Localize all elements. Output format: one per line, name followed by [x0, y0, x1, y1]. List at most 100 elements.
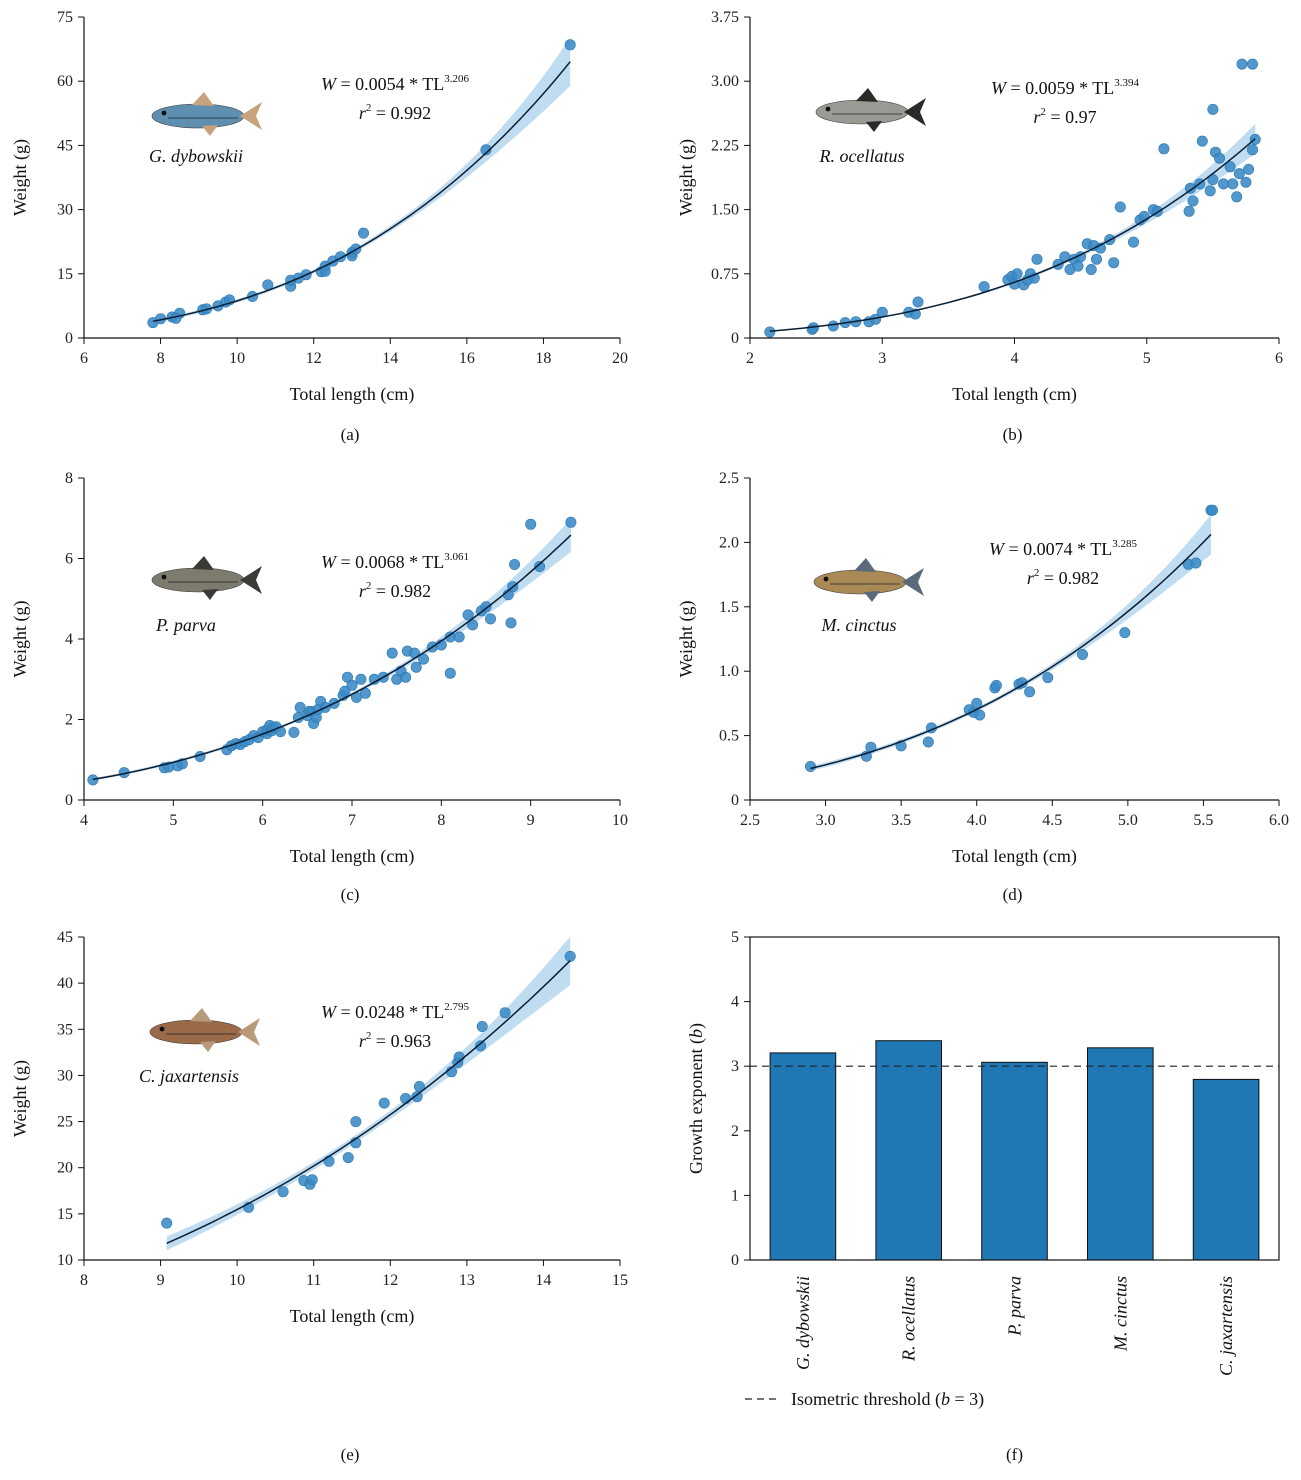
- data-point: [288, 726, 300, 738]
- equation-coefficient: 0.0059: [1025, 78, 1075, 98]
- equation-eq: =: [1006, 78, 1025, 98]
- data-point: [1114, 201, 1126, 213]
- y-axis-title: Weight (g): [676, 139, 697, 216]
- fish-tail: [904, 98, 926, 126]
- equation-coefficient: 0.0068: [355, 552, 405, 572]
- equation-coefficient: 0.0054: [355, 74, 405, 94]
- r-squared-superscript: 2: [1040, 106, 1046, 118]
- y-tick-label: 1: [731, 1187, 739, 1204]
- data-point: [378, 1097, 390, 1109]
- data-point: [974, 709, 986, 721]
- fish-body: [149, 1019, 243, 1045]
- r-squared-value: 0.982: [1059, 568, 1100, 588]
- y-tick-label: 2.5: [719, 470, 739, 487]
- fish-icon: [149, 1008, 260, 1052]
- data-point: [1207, 103, 1219, 115]
- equation-exponent: 3.285: [1112, 538, 1137, 550]
- x-tick-label: 6: [259, 812, 267, 829]
- x-tick-label: 4.5: [1042, 812, 1062, 829]
- data-point: [410, 661, 422, 673]
- panel-letter: (c): [341, 885, 360, 904]
- r-squared-label: r2 = 0.97: [1033, 106, 1096, 127]
- x-tick-label: 5: [169, 812, 177, 829]
- equation-eq: =: [336, 74, 355, 94]
- data-point: [355, 673, 367, 685]
- fish-tail: [238, 1018, 260, 1046]
- species-label: G. dybowskii: [149, 146, 243, 166]
- equation-label: W = 0.0074 * TL3.285: [989, 538, 1138, 559]
- data-point: [476, 1020, 488, 1032]
- species-label: P. parva: [155, 615, 216, 635]
- y-axis-title: Weight (g): [676, 600, 697, 677]
- y-tick-label: 2.0: [719, 534, 739, 551]
- x-tick-label: 12: [382, 1272, 398, 1289]
- x-axis-title: Total length (cm): [952, 846, 1077, 867]
- y-tick-label: 1.5: [719, 599, 739, 616]
- data-point: [277, 1186, 289, 1198]
- x-category-label: G. dybowskii: [793, 1276, 813, 1370]
- data-point: [306, 1174, 318, 1186]
- equation-exponent: 3.206: [444, 73, 469, 85]
- fish-icon: [151, 556, 262, 600]
- equation-exponent: 3.061: [444, 551, 469, 563]
- scatter-panel-3: 4 5 6 7 8 9 10 0 2 4 6 8 Total length (cm) Weight (g)…: [10, 470, 628, 867]
- data-point: [1227, 178, 1239, 190]
- y-tick-label: 0.5: [719, 728, 739, 745]
- panel-letter: (d): [1003, 885, 1023, 904]
- r-symbol: r: [359, 1031, 367, 1051]
- bar: [769, 1052, 837, 1261]
- species-label: C. jaxartensis: [139, 1066, 239, 1086]
- equation-eq: =: [1004, 539, 1023, 559]
- y-tick-label: 3.00: [711, 73, 739, 90]
- data-point: [1184, 182, 1196, 194]
- r-squared-eq: =: [371, 103, 390, 123]
- x-tick-label: 10: [612, 812, 628, 829]
- y-tick-label: 1.50: [711, 202, 739, 219]
- equation-eq: =: [336, 1002, 355, 1022]
- data-point: [804, 760, 816, 772]
- data-point: [1011, 268, 1023, 280]
- r-symbol: r: [1027, 568, 1035, 588]
- data-point: [462, 609, 474, 621]
- r-squared-label: r2 = 0.982: [1027, 567, 1099, 588]
- fish-eye: [825, 106, 831, 112]
- data-point: [1072, 260, 1084, 272]
- data-point: [467, 619, 479, 631]
- data-point: [170, 312, 182, 324]
- x-tick-label: 11: [306, 1272, 321, 1289]
- panel-letter: (b): [1003, 425, 1023, 444]
- data-point: [161, 1217, 173, 1229]
- x-tick-label: 4: [1011, 350, 1019, 367]
- y-axis-title: Weight (g): [10, 1060, 31, 1137]
- x-tick-label: 3: [878, 350, 886, 367]
- data-point: [1196, 135, 1208, 147]
- data-point: [922, 736, 934, 748]
- data-point: [386, 647, 398, 659]
- fit-curve: [769, 138, 1256, 332]
- data-point: [1031, 253, 1043, 265]
- y-tick-label: 15: [57, 1206, 73, 1223]
- equation-exponent: 2.795: [444, 1001, 469, 1013]
- y-tick-label: 45: [57, 929, 73, 946]
- equation-w: W: [321, 552, 338, 572]
- species-label: M. cinctus: [821, 615, 897, 635]
- x-tick-label: 8: [437, 812, 445, 829]
- x-tick-label: 8: [157, 350, 165, 367]
- y-axis-title: Weight (g): [10, 139, 31, 216]
- equation-label: W = 0.0054 * TL3.206: [321, 73, 470, 94]
- equation-w: W: [321, 1002, 338, 1022]
- x-category-label: M. cinctus: [1110, 1276, 1130, 1352]
- data-point: [400, 671, 412, 683]
- equation-coefficient: 0.0074: [1023, 539, 1073, 559]
- data-point: [499, 1007, 511, 1019]
- fish-body: [813, 569, 907, 595]
- data-point: [359, 687, 371, 699]
- x-tick-label: 10: [229, 350, 245, 367]
- x-tick-label: 15: [612, 1272, 628, 1289]
- r-squared-eq: =: [1039, 568, 1058, 588]
- species-label: R. ocellatus: [819, 146, 905, 166]
- y-tick-label: 0: [731, 1252, 739, 1269]
- fish-belly-fin: [202, 125, 218, 136]
- y-axis-title: Weight (g): [10, 600, 31, 677]
- r-squared-value: 0.982: [391, 581, 432, 601]
